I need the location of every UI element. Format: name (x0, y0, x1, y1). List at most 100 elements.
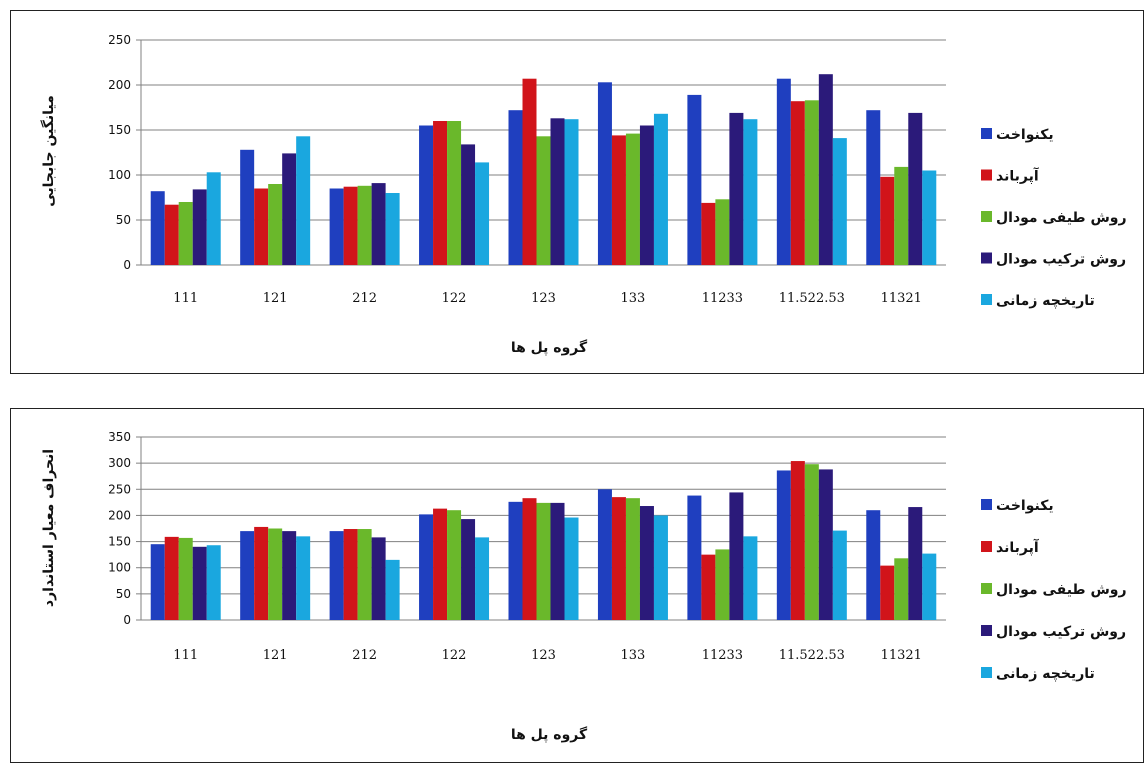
bar (880, 565, 895, 620)
bar (343, 186, 358, 265)
chart-std-deviation: 0 50 100 150 200 250 300 350 111 121 212 122 123 133 1… (41, 430, 1127, 743)
bar (625, 498, 640, 620)
bar (206, 172, 221, 265)
bar (385, 193, 400, 265)
bar (296, 536, 311, 620)
bar (282, 531, 297, 620)
bar (164, 204, 179, 265)
bar (729, 112, 744, 266)
x-tick-label: 11321 (881, 648, 922, 663)
bar (475, 162, 490, 265)
bar (729, 492, 744, 620)
bar (776, 78, 791, 265)
bar (461, 519, 476, 620)
bar (743, 119, 758, 265)
bar (329, 188, 344, 265)
bar (508, 501, 523, 620)
bar (240, 531, 255, 620)
bar (790, 101, 805, 265)
bar (192, 546, 207, 620)
bar (178, 537, 193, 620)
bar (564, 119, 579, 265)
legend-label: روش ترکیب مودال (996, 624, 1126, 640)
bar (385, 559, 400, 620)
x-tick-label: 11.522.53 (779, 291, 845, 306)
legend-label: یکنواخت (996, 127, 1054, 143)
bar (908, 507, 923, 620)
bar (639, 506, 654, 620)
bar (371, 537, 386, 620)
y-tick-label: 100 (108, 168, 131, 182)
bar (371, 183, 386, 265)
bar (282, 153, 297, 265)
x-tick-label: 122 (442, 648, 467, 663)
legend-label: آپرباند (996, 167, 1040, 185)
bar (866, 510, 881, 620)
bar (715, 199, 730, 265)
x-tick-label: 111 (173, 291, 198, 306)
bar (611, 497, 626, 620)
bar (715, 549, 730, 620)
bar (254, 188, 269, 265)
bar (804, 464, 819, 620)
legend-label: تاریخچه زمانی (996, 666, 1095, 682)
bar (433, 508, 448, 620)
bar (522, 78, 537, 265)
bar (254, 526, 269, 620)
bar (447, 510, 462, 620)
bar (475, 537, 490, 620)
bar (818, 469, 833, 620)
y-tick-label: 200 (108, 78, 131, 92)
bar (687, 495, 702, 620)
bar (150, 544, 165, 620)
x-tick-label: 11321 (881, 291, 922, 306)
bar (818, 74, 833, 265)
legend-swatch (981, 252, 992, 264)
bar (550, 118, 565, 265)
bar (894, 166, 909, 265)
bar (653, 113, 668, 265)
bar (625, 133, 640, 265)
x-tick-label: 121 (263, 648, 288, 663)
y-tick-label: 350 (108, 430, 131, 444)
bar (922, 553, 937, 620)
bar (701, 202, 716, 265)
bar (639, 125, 654, 265)
bar (419, 125, 434, 265)
x-tick-label: 133 (621, 291, 646, 306)
bar (743, 536, 758, 620)
chart-displacement: 0 50 100 150 200 250 111 121 212 122 123 133 11233 11… (40, 33, 1127, 356)
legend-swatch (981, 211, 992, 222)
bar (150, 191, 165, 265)
bar (536, 502, 551, 620)
bar (268, 184, 283, 265)
bar (178, 202, 193, 265)
chart-panel-displacement: 0 50 100 150 200 250 111 121 212 122 123 133 11233 11… (10, 10, 1144, 374)
bar (701, 554, 716, 620)
x-tick-label: 212 (352, 648, 377, 663)
bar (419, 514, 434, 620)
bar (908, 112, 923, 266)
x-tick-label: 122 (442, 291, 467, 306)
y-tick-label: 0 (123, 613, 131, 627)
legend-swatch (981, 499, 992, 510)
x-tick-label: 121 (263, 291, 288, 306)
y-tick-label: 200 (108, 508, 131, 522)
y-tick-label: 300 (108, 456, 131, 470)
legend-swatch (981, 667, 992, 678)
x-tick-label: 11.522.53 (779, 648, 845, 663)
bar (550, 502, 565, 620)
bar (687, 94, 702, 266)
x-axis-title: گروه پل ها (511, 339, 588, 356)
y-tick-label: 250 (108, 33, 131, 47)
x-tick-label: 111 (173, 648, 198, 663)
bar (164, 536, 179, 620)
bar (922, 170, 937, 265)
x-tick-label: 123 (531, 648, 556, 663)
y-tick-label: 150 (108, 535, 131, 549)
legend-swatch (981, 541, 992, 552)
legend-swatch (981, 128, 992, 139)
bar (564, 517, 579, 620)
legend-swatch (981, 625, 992, 636)
bar (776, 470, 791, 620)
